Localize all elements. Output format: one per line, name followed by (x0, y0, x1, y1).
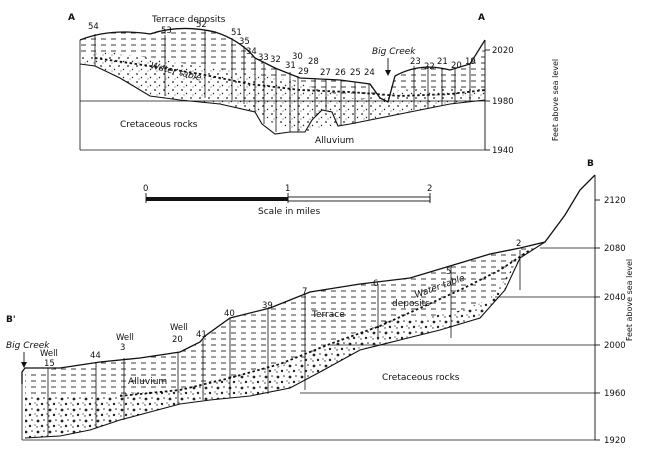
section-b-well-word: Well (40, 349, 58, 359)
section-b-tick-label: 2080 (604, 244, 626, 254)
section-b: B B' Big Creek Terrace deposits Water ta… (6, 159, 634, 446)
section-b-well-number: 41 (196, 330, 207, 340)
section-a-water-table (94, 57, 486, 97)
scale-bar-segment (146, 197, 288, 201)
section-b-label-left: B' (6, 315, 16, 325)
section-b-well-number: 20 (172, 335, 183, 345)
section-a-terrace-deposits (80, 28, 485, 101)
scale-bar-tick-label: 2 (427, 184, 432, 194)
section-b-creek-arrowhead (21, 362, 27, 368)
section-b-tick-label: 1960 (604, 389, 626, 399)
section-a-well-number: 24 (364, 68, 375, 78)
section-a-well-number: 33 (258, 53, 269, 63)
section-a-well-number: 20 (451, 61, 462, 71)
section-a-saturated-zone (80, 52, 485, 132)
section-b-tick-label: 2040 (604, 293, 626, 303)
section-b-water-table (119, 249, 531, 397)
section-a-axis-title: Feet above sea level (551, 59, 560, 141)
section-b-land-surface (21, 174, 596, 384)
section-a-well-number: 51 (231, 28, 242, 38)
section-b-well-number: 7 (302, 287, 307, 297)
section-a-creek-label: Big Creek (372, 47, 416, 57)
scale-bar-tick-label: 0 (143, 184, 148, 194)
section-a-well-number: 26 (335, 68, 346, 78)
section-a-well-number: 31 (285, 61, 296, 71)
section-b-well-number: 2 (516, 239, 521, 249)
section-b-axis-title: Feet above sea level (625, 259, 634, 341)
section-b-well-number: 39 (262, 301, 273, 311)
section-b-terrace-label: Terrace (311, 310, 345, 320)
section-b-creek-label: Big Creek (6, 341, 50, 351)
section-a-well-number: 23 (410, 57, 421, 67)
section-a-well-number: 35 (239, 37, 250, 47)
section-b-well-number: 3 (120, 343, 125, 353)
section-a-well-number: 21 (437, 57, 448, 67)
section-a-well-number: 19 (465, 57, 476, 67)
section-a-well-number: 30 (292, 52, 303, 62)
section-b-cretaceous-label: Cretaceous rocks (382, 373, 460, 383)
section-a-well-number: 34 (246, 47, 257, 57)
section-a-label-left: A (68, 13, 75, 23)
section-b-well-word: Well (170, 323, 188, 333)
section-b-label-right: B (587, 159, 594, 169)
scale-bar-segment (287, 196, 431, 202)
section-a-well-number: 27 (320, 68, 331, 78)
section-a-well-number: 22 (424, 62, 435, 72)
section-a-creek-arrowhead (385, 70, 391, 76)
section-b-well-number: 40 (224, 309, 235, 319)
scale-bar-tick-label: 1 (285, 184, 290, 194)
section-b-tick-label: 1920 (604, 436, 626, 446)
section-a-well-number: 29 (298, 67, 309, 77)
section-b-well-word: Well (116, 333, 134, 343)
section-b-terrace-deposits (25, 242, 545, 396)
section-a-tick-label: 2020 (492, 46, 514, 56)
section-b-well-number: 15 (44, 359, 55, 369)
section-a-well-number: 53 (161, 26, 172, 36)
section-a-bedrock-contact (79, 63, 486, 135)
section-b-well-number: 6 (373, 279, 378, 289)
section-a-well-number: 52 (196, 20, 207, 30)
section-b-tick-label: 2000 (604, 341, 626, 351)
section-a-wells (94, 30, 471, 132)
section-b-bedrock-contact (24, 241, 546, 439)
section-a-tick-label: 1980 (492, 97, 514, 107)
section-a: A A Terrace deposits Water table Big Cre… (68, 13, 560, 156)
section-a-well-number: 54 (88, 22, 99, 32)
section-a-terrace-label: Terrace deposits (151, 15, 226, 25)
section-b-well-number: 44 (90, 351, 101, 361)
section-a-cretaceous-label: Cretaceous rocks (120, 120, 198, 130)
scale-bar: 0 1 2 Scale in miles (143, 184, 432, 217)
section-b-deposits-label: deposits (392, 299, 430, 309)
section-a-label-right: A (478, 13, 485, 23)
section-a-well-number: 32 (270, 55, 281, 65)
section-a-well-number: 25 (350, 68, 361, 78)
section-a-alluvium-label: Alluvium (315, 136, 354, 146)
section-a-land-surface (79, 27, 486, 103)
section-b-well-number: 5 (446, 267, 451, 277)
section-a-well-number: 28 (308, 57, 319, 67)
scale-bar-caption: Scale in miles (258, 207, 320, 217)
section-a-tick-label: 1940 (492, 146, 514, 156)
section-b-tick-label: 2120 (604, 196, 626, 206)
section-b-alluvium-label: Alluvium (128, 377, 167, 387)
section-b-wells (47, 250, 521, 436)
section-b-saturated-zone (25, 258, 520, 438)
